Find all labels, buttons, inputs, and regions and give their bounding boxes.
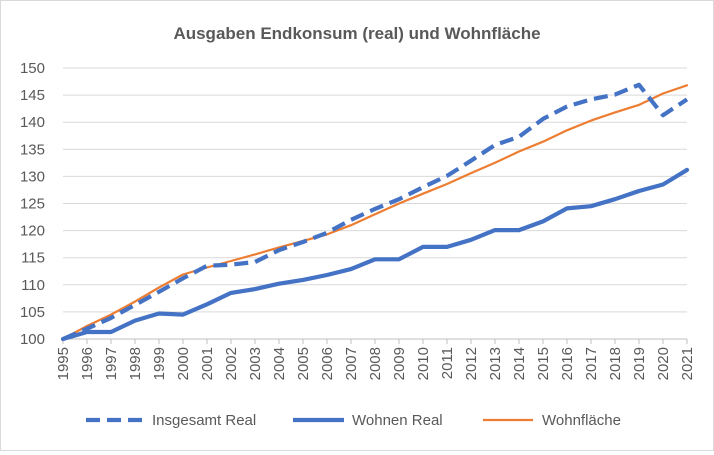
x-tick-label: 2008 xyxy=(367,347,384,380)
x-tick-label: 2004 xyxy=(271,347,288,380)
x-tick-label: 1999 xyxy=(151,347,168,380)
x-tick-label: 2013 xyxy=(487,347,504,380)
x-tick-label: 2021 xyxy=(679,347,696,380)
y-tick-label: 120 xyxy=(20,223,45,240)
x-tick-label: 2010 xyxy=(415,347,432,380)
series-line-1 xyxy=(60,167,690,342)
x-tick-label: 2001 xyxy=(199,347,216,380)
x-tick-label: 2019 xyxy=(631,347,648,380)
series-line-0 xyxy=(62,82,689,341)
legend-label: Wohnfläche xyxy=(542,412,621,429)
y-tick-label: 105 xyxy=(20,304,45,321)
x-tick-label: 2012 xyxy=(463,347,480,380)
x-tick-label: 2018 xyxy=(607,347,624,380)
y-tick-label: 135 xyxy=(20,141,45,158)
y-tick-label: 125 xyxy=(20,196,45,213)
x-tick-label: 1998 xyxy=(127,347,144,380)
x-tick-label: 1996 xyxy=(79,347,96,380)
x-tick-label: 1997 xyxy=(103,347,120,380)
series-lines xyxy=(60,82,690,342)
x-tick-label: 2011 xyxy=(439,347,456,379)
x-tick-label: 2020 xyxy=(655,347,672,380)
x-tick-label: 2005 xyxy=(295,347,312,380)
x-tick-label: 2002 xyxy=(223,347,240,380)
y-axis-tick-labels: 100 105 110 115 120 125 130 135 140 145 150 xyxy=(20,60,45,348)
y-tick-label: 100 xyxy=(20,331,45,348)
series-line-2 xyxy=(61,84,689,341)
y-tick-label: 140 xyxy=(20,114,45,131)
y-tick-label: 130 xyxy=(20,168,45,185)
x-tick-label: 2000 xyxy=(175,347,192,380)
x-tick-label: 2017 xyxy=(583,347,600,380)
legend: Insgesamt Real Wohnen Real Wohnfläche xyxy=(86,412,621,429)
x-tick-label: 2015 xyxy=(535,347,552,380)
y-tick-label: 115 xyxy=(21,250,45,267)
legend-label: Wohnen Real xyxy=(352,412,443,429)
x-tick-label: 2009 xyxy=(391,347,408,380)
legend-label: Insgesamt Real xyxy=(152,412,256,429)
x-tick-label: 2003 xyxy=(247,347,264,380)
x-tick-label: 2006 xyxy=(319,347,336,380)
x-tick-label: 1995 xyxy=(55,347,72,380)
chart-title: Ausgaben Endkonsum (real) und Wohnfläche xyxy=(173,24,540,43)
y-tick-label: 110 xyxy=(21,277,45,294)
x-axis: 1995 1996 1997 1998 1999 2000 2001 2002 2003 2004… xyxy=(55,339,696,380)
y-tick-label: 150 xyxy=(20,60,45,77)
x-tick-label: 2007 xyxy=(343,347,360,380)
y-tick-label: 145 xyxy=(20,87,45,104)
x-tick-label: 2016 xyxy=(559,347,576,380)
x-tick-label: 2014 xyxy=(511,347,528,380)
